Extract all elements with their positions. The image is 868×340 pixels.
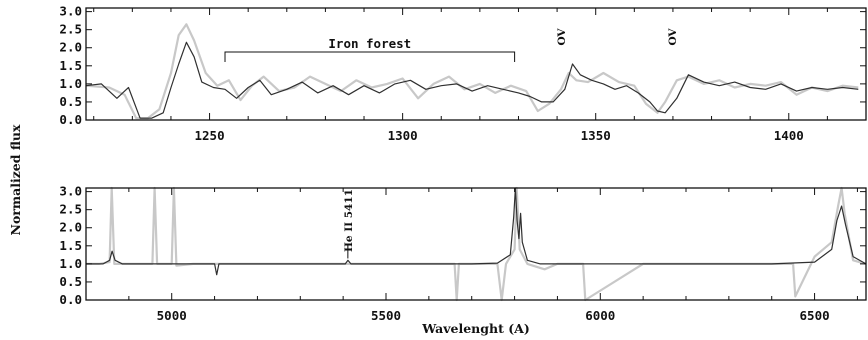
top-ytick-label: 2.0 [59, 40, 82, 55]
y-axis-title: Normalized flux [8, 124, 23, 235]
he-ii-label: He II 5411 [343, 189, 355, 252]
bottom-panel-optical: 0.0 0.5 1.0 1.5 2.0 2.5 3.0 5000 5500 6000 6500 H… [59, 184, 867, 323]
bottom-ytick-label: 0.5 [59, 274, 82, 289]
top-ytick-label: 0.5 [59, 94, 82, 109]
ov-label-2: OV [667, 28, 679, 46]
bottom-xtick-label: 6500 [800, 308, 830, 323]
bottom-series-group [86, 186, 867, 302]
top-y-axis: 0.0 0.5 1.0 1.5 2.0 2.5 3.0 [59, 4, 866, 127]
top-xtick-label: 1250 [195, 128, 225, 143]
x-axis-title: Wavelenght (A) [421, 321, 530, 336]
ov-label-1: OV [556, 28, 568, 46]
bottom-xtick-label: 6000 [585, 308, 615, 323]
top-series-observed-line [85, 41, 859, 119]
bottom-ytick-label: 2.5 [59, 202, 82, 217]
top-x-axis: 1250 1300 1350 1400 [93, 8, 867, 143]
top-panel-uv: 0.0 0.5 1.0 1.5 2.0 2.5 3.0 1250 1300 1350 1400 I… [59, 4, 867, 143]
bottom-ytick-label: 1.0 [59, 256, 82, 271]
bottom-xtick-label: 5000 [157, 308, 187, 323]
iron-forest-label: Iron forest [328, 36, 411, 51]
top-xtick-label: 1350 [581, 128, 611, 143]
top-annotations: Iron forest OV OV [224, 28, 679, 62]
bottom-series-observed-line [86, 187, 867, 276]
top-ytick-label: 3.0 [59, 4, 82, 19]
top-ytick-label: 1.0 [59, 76, 82, 91]
top-xtick-label: 1400 [774, 128, 804, 143]
bottom-x-axis: 5000 5500 6000 6500 [85, 188, 858, 323]
top-xtick-label: 1300 [388, 128, 418, 143]
bottom-ytick-label: 3.0 [59, 184, 82, 199]
bottom-ytick-label: 0.0 [59, 292, 82, 307]
top-ytick-label: 2.5 [59, 22, 82, 37]
bottom-y-axis: 0.0 0.5 1.0 1.5 2.0 2.5 3.0 [59, 184, 866, 307]
bottom-ytick-label: 2.0 [59, 220, 82, 235]
top-series-model-line [85, 23, 859, 120]
top-plot-frame [85, 7, 867, 121]
bottom-plot-frame [85, 187, 867, 301]
top-ytick-label: 0.0 [59, 112, 82, 127]
bottom-annotations: He II 5411 [343, 189, 355, 259]
top-ytick-label: 1.5 [59, 58, 82, 73]
bottom-ytick-label: 1.5 [59, 238, 82, 253]
iron-forest-bracket [224, 51, 516, 62]
bottom-xtick-label: 5500 [371, 308, 401, 323]
top-series-group [85, 23, 859, 120]
